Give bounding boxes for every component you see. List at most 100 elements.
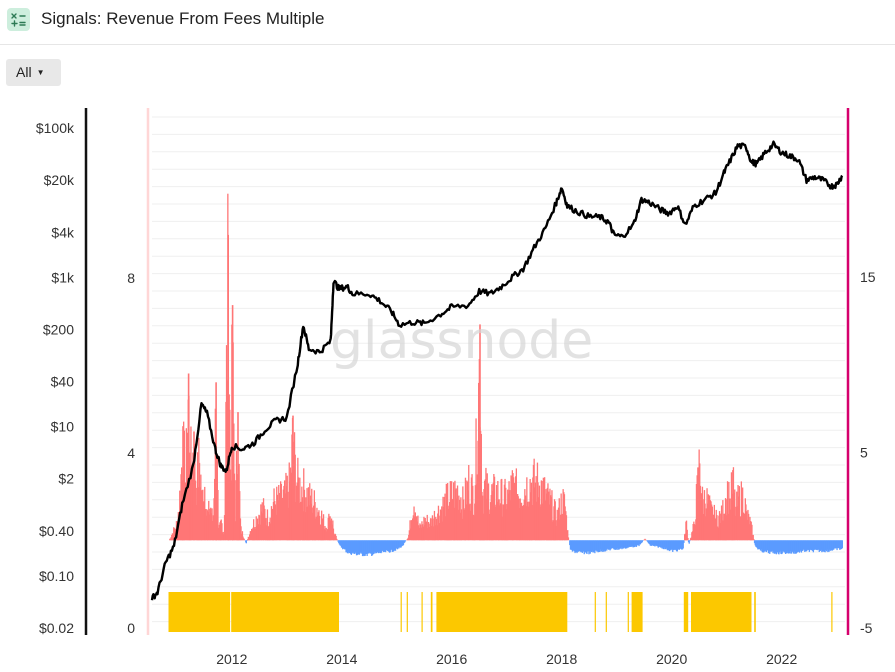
- positive-bar: [465, 504, 467, 541]
- positive-bar: [201, 490, 203, 541]
- negative-bar: [362, 540, 364, 556]
- positive-bar: [410, 520, 412, 541]
- positive-bar: [247, 536, 249, 541]
- range-filter-dropdown[interactable]: All ▼: [6, 59, 61, 86]
- negative-bar: [344, 540, 346, 550]
- negative-bar: [755, 540, 757, 547]
- negative-bar: [814, 540, 816, 550]
- positive-bar: [734, 489, 736, 541]
- positive-bar: [551, 490, 553, 541]
- positive-bar: [298, 502, 300, 541]
- negative-bar: [606, 540, 608, 549]
- positive-bar: [697, 483, 700, 541]
- positive-bar: [277, 500, 279, 541]
- positive-bar: [737, 485, 739, 541]
- positive-bar: [481, 491, 483, 541]
- negative-bar: [349, 540, 351, 552]
- negative-bar: [618, 540, 620, 550]
- negative-bar: [602, 540, 604, 552]
- positive-bar: [445, 483, 447, 541]
- negative-bar: [661, 540, 663, 549]
- positive-bar: [468, 465, 470, 541]
- positive-bar: [709, 495, 711, 541]
- negative-bar: [579, 540, 581, 552]
- positive-bar: [282, 497, 284, 541]
- negative-bar: [755, 540, 758, 548]
- positive-bar: [736, 491, 738, 541]
- positive-bar: [311, 512, 313, 541]
- negative-bar: [839, 540, 841, 550]
- positive-bar: [169, 538, 172, 541]
- negative-bar: [392, 540, 395, 552]
- price-tick-label: $0.40: [39, 523, 74, 539]
- positive-bar: [409, 520, 411, 541]
- negative-bar: [762, 540, 764, 553]
- positive-bar: [485, 467, 487, 541]
- negative-bar: [359, 540, 361, 554]
- positive-bar: [553, 499, 556, 541]
- positive-bar: [300, 501, 302, 541]
- positive-bar: [263, 505, 265, 541]
- positive-bar: [273, 488, 275, 541]
- negative-bar: [816, 540, 818, 551]
- negative-bar: [775, 540, 777, 555]
- negative-bar: [369, 540, 372, 554]
- positive-bar: [455, 488, 457, 541]
- price-tick-label: $4k: [51, 224, 75, 240]
- positive-bar: [288, 462, 290, 541]
- positive-bar: [206, 509, 208, 541]
- positive-bar: [210, 513, 212, 541]
- negative-bar: [610, 540, 612, 550]
- negative-bar: [341, 540, 343, 548]
- negative-bar: [404, 540, 407, 542]
- negative-bar: [361, 540, 363, 554]
- negative-bar: [613, 540, 615, 550]
- positive-bar: [240, 526, 242, 541]
- negative-bar: [817, 540, 820, 550]
- negative-bar: [626, 540, 628, 549]
- positive-bar: [438, 515, 440, 541]
- negative-bar: [598, 540, 601, 552]
- positive-bar: [219, 522, 221, 541]
- positive-bar: [449, 502, 451, 541]
- negative-bar: [671, 540, 673, 550]
- positive-bar: [486, 473, 488, 541]
- positive-bar: [184, 495, 186, 541]
- positive-bar: [336, 538, 338, 541]
- negative-bar: [627, 540, 629, 548]
- positive-bar: [270, 506, 273, 541]
- positive-bar: [200, 494, 203, 541]
- negative-bar: [404, 540, 406, 543]
- negative-bar: [757, 540, 759, 550]
- positive-bar: [441, 521, 443, 541]
- positive-bar: [443, 497, 445, 541]
- positive-bar: [460, 497, 462, 541]
- negative-bar: [676, 540, 678, 552]
- positive-bar: [204, 509, 207, 541]
- negative-bar: [806, 540, 808, 550]
- negative-bar: [595, 540, 597, 551]
- negative-bar: [346, 540, 348, 552]
- positive-bar: [451, 498, 453, 541]
- positive-bar: [699, 463, 701, 541]
- positive-bar: [528, 501, 530, 541]
- negative-bar: [783, 540, 785, 553]
- positive-bar: [435, 516, 437, 541]
- positive-bar: [706, 488, 708, 541]
- price-tick-label: $0.10: [39, 568, 74, 584]
- positive-bar: [493, 474, 495, 541]
- positive-bar: [494, 504, 496, 541]
- signal-bar: [430, 592, 433, 632]
- positive-bar: [293, 455, 295, 541]
- negative-bar: [592, 540, 594, 553]
- negative-bar: [763, 540, 766, 550]
- positive-bar: [554, 501, 556, 541]
- positive-bar: [253, 528, 255, 541]
- positive-bar: [702, 499, 704, 541]
- negative-bar: [801, 540, 803, 551]
- positive-bar: [249, 534, 251, 541]
- negative-bar: [369, 540, 371, 553]
- positive-bar: [540, 480, 542, 541]
- negative-bar: [804, 540, 806, 552]
- positive-bar: [722, 520, 725, 541]
